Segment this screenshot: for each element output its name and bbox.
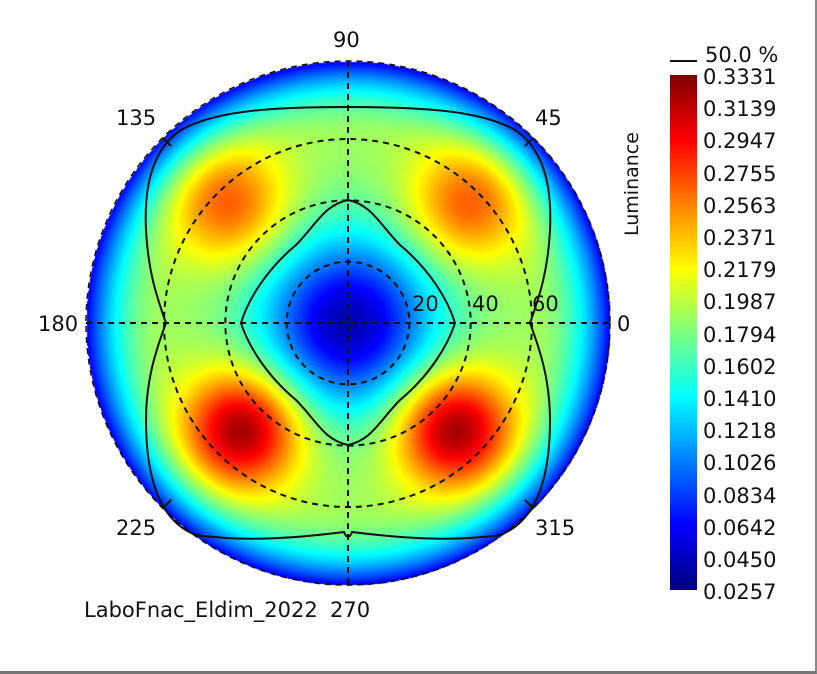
colorbar-tick: 0.2755 — [703, 161, 777, 186]
angle-label-315: 315 — [535, 516, 576, 540]
colorbar-tick: 0.0257 — [703, 580, 777, 605]
angle-label-180: 180 — [38, 312, 79, 336]
colorbar-title: Luminance — [621, 132, 643, 236]
colorbar-tick: 0.3331 — [703, 65, 777, 89]
colorbar-tick: 0.1794 — [703, 322, 777, 347]
contour-legend-label: 50.0 % — [705, 43, 779, 67]
footer-label: LaboFnac_Eldim_2022 — [84, 598, 318, 622]
radius-label-40: 40 — [472, 292, 499, 316]
colorbar — [670, 75, 697, 590]
angle-label-90: 90 — [333, 28, 360, 52]
colorbar-tick: 0.3139 — [703, 97, 777, 122]
angle-label-225: 225 — [116, 516, 157, 540]
angle-label-0: 0 — [617, 312, 631, 336]
contour-50-outer — [144, 105, 552, 540]
radius-ring-20 — [285, 260, 411, 386]
radius-label-20: 20 — [412, 292, 439, 316]
colorbar-tick: 0.0834 — [703, 483, 777, 508]
polar-grid — [85, 60, 611, 586]
angle-label-45: 45 — [535, 106, 562, 130]
radius-label-60: 60 — [532, 292, 559, 316]
colorbar-tick: 0.1218 — [703, 419, 777, 444]
colorbar-tick: 0.1602 — [703, 354, 777, 379]
colorbar-tick: 0.1410 — [703, 387, 777, 411]
colorbar-tick: 0.2179 — [703, 258, 777, 283]
contour-50-inner — [239, 198, 457, 447]
colorbar-tick: 0.1026 — [703, 451, 777, 476]
angle-label-270: 270 — [330, 598, 371, 622]
colorbar-tick: 0.2563 — [703, 193, 777, 218]
colorbar-tick: 0.0642 — [703, 515, 777, 540]
colorbar-tick: 0.1987 — [703, 290, 777, 315]
angle-label-135: 135 — [116, 106, 157, 130]
colorbar-tick: 0.2371 — [703, 226, 777, 250]
colorbar-tick: 0.0450 — [703, 548, 777, 572]
colorbar-tick: 0.2947 — [703, 129, 777, 154]
